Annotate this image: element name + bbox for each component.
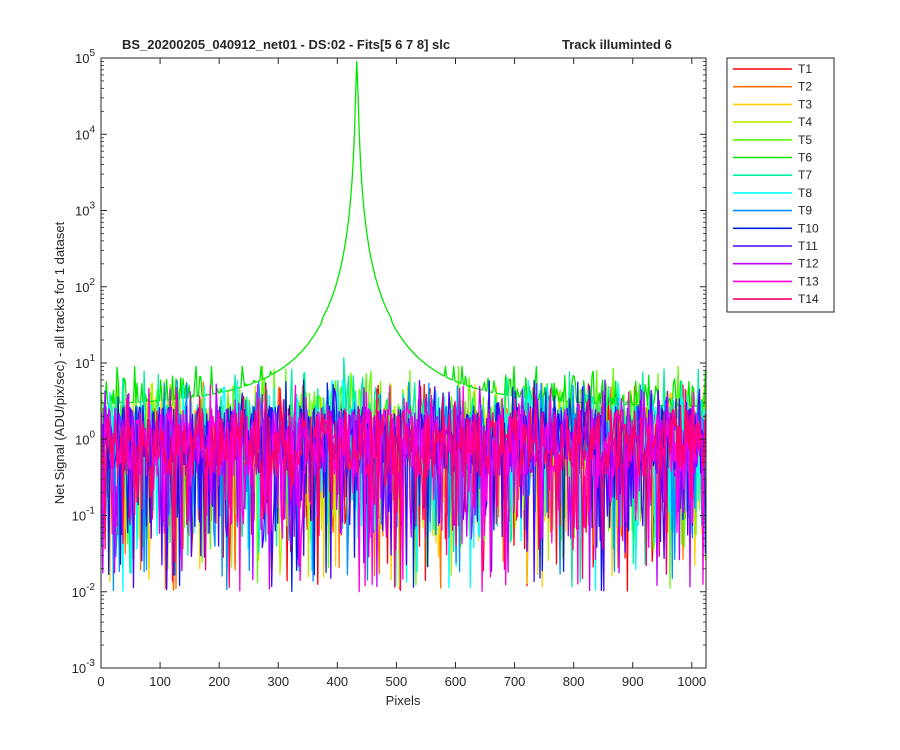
- legend-label-t3: T3: [798, 97, 812, 111]
- legend-label-t13: T13: [798, 274, 819, 288]
- legend-label-t14: T14: [798, 292, 819, 306]
- legend-label-t8: T8: [798, 186, 812, 200]
- legend-label-t2: T2: [798, 80, 812, 94]
- legend-label-t4: T4: [798, 115, 812, 129]
- x-tick-label: 800: [563, 674, 585, 689]
- legend-label-t9: T9: [798, 204, 812, 218]
- legend-items: T1 T2 T3 T4 T5 T6 T7 T8 T9 T10 T11 T12 T13 T14: [733, 62, 819, 306]
- x-axis-label: Pixels: [386, 693, 421, 708]
- x-tick-label: 300: [267, 674, 289, 689]
- legend-label-t10: T10: [798, 221, 819, 235]
- y-axis-label: Net Signal (ADU/pix/sec) - all tracks fo…: [52, 221, 67, 504]
- series-line-t13: [100, 384, 707, 593]
- x-tick-label: 200: [208, 674, 230, 689]
- series-layer: [100, 60, 707, 593]
- x-tick-label: 0: [97, 674, 104, 689]
- legend-label-t7: T7: [798, 168, 812, 182]
- x-tick-label: 1000: [677, 674, 706, 689]
- axes-layer: 0 100 200 300 400 500 600 700 800 900 100010-310-2…: [72, 48, 707, 689]
- x-tick-label: 700: [504, 674, 526, 689]
- series-line-t14: [100, 384, 707, 592]
- x-tick-label: 500: [386, 674, 408, 689]
- x-tick-label: 100: [149, 674, 171, 689]
- legend-label-t1: T1: [798, 62, 812, 76]
- legend-label-t12: T12: [798, 257, 819, 271]
- legend-box: [726, 57, 835, 313]
- x-tick-label: 900: [622, 674, 644, 689]
- legend-label-t11: T11: [798, 239, 818, 253]
- x-tick-label: 600: [445, 674, 467, 689]
- chart-title: BS_20200205_040912_net01 - DS:02 - Fits[…: [122, 37, 450, 52]
- legend-label-t5: T5: [798, 133, 812, 147]
- chart-title-right: Track illuminted 6: [562, 37, 672, 52]
- x-tick-label: 400: [326, 674, 348, 689]
- legend: T1 T2 T3 T4 T5 T6 T7 T8 T9 T10 T11 T12 T13 T14: [726, 57, 835, 313]
- legend-label-t6: T6: [798, 151, 812, 165]
